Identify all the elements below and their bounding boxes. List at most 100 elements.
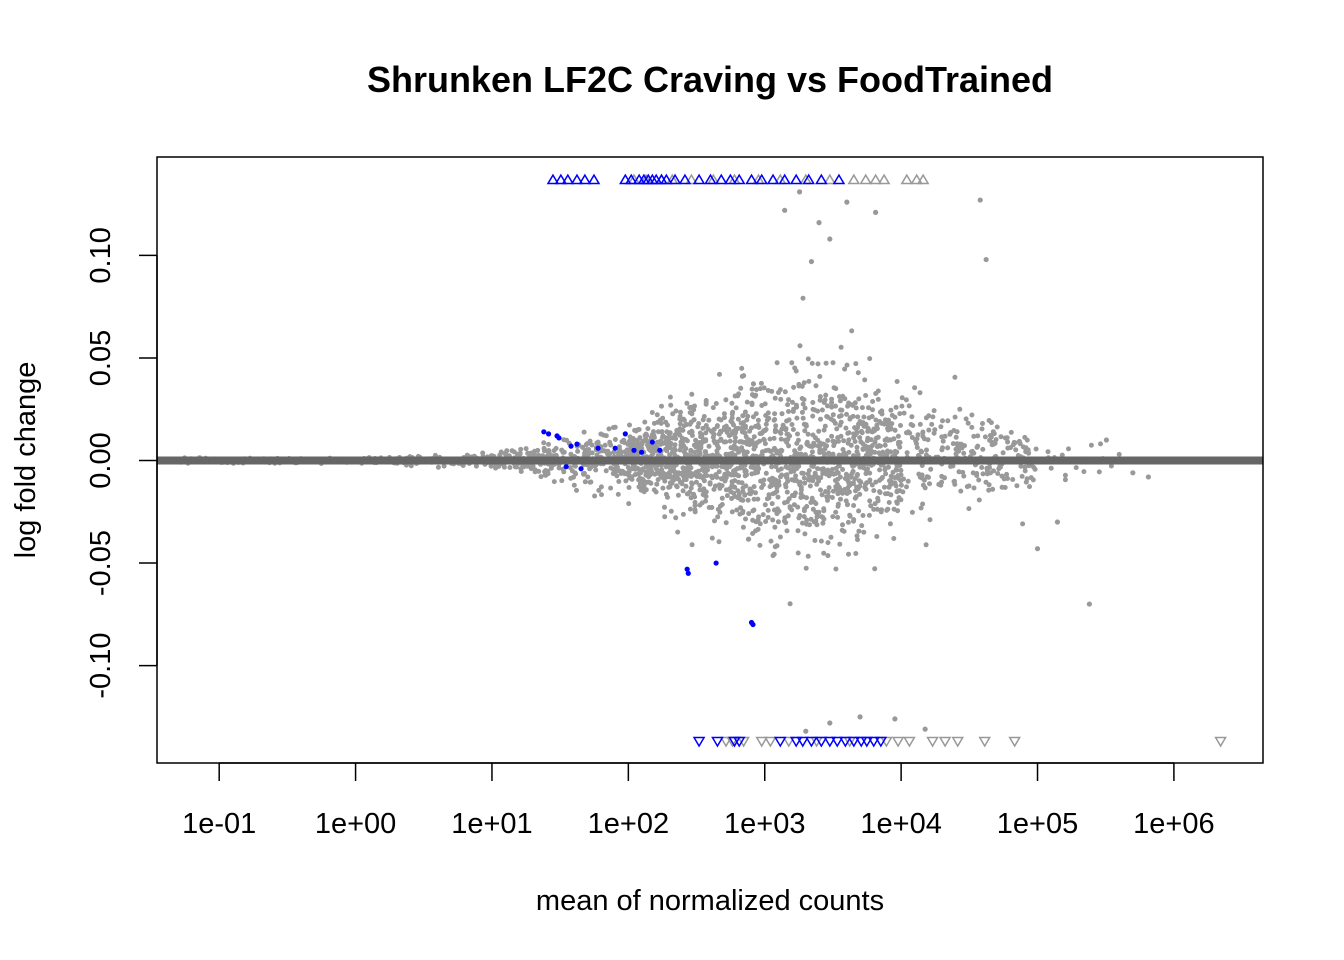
significant-point	[684, 566, 690, 572]
clipped-down-gray	[764, 736, 777, 748]
clipped-up-blue	[578, 173, 592, 185]
clipped-up-blue	[815, 173, 828, 185]
x-tick-label: 1e+01	[451, 808, 532, 840]
significant-point	[657, 447, 663, 453]
gray-point	[1034, 546, 1041, 552]
y-tick-label: 0.10	[85, 227, 117, 283]
significant-point	[563, 464, 569, 470]
clipped-up-gray	[916, 173, 930, 185]
significant-point	[595, 445, 601, 451]
gray-point	[796, 189, 803, 195]
clipped-down-blue	[839, 736, 852, 748]
gray-point	[1130, 470, 1136, 476]
clipped-down-gray	[951, 736, 965, 748]
x-axis: 1e-01 1e+00 1e+01 1e+02 1e+03 1e+04 1e+05 1e+06	[182, 762, 1215, 840]
significant-point	[612, 445, 618, 451]
gray-point	[977, 197, 983, 203]
clipped-up-blue	[704, 173, 717, 185]
clipped-up-blue	[802, 173, 815, 185]
clipped-up-blue	[570, 173, 584, 185]
significant-point	[638, 449, 645, 455]
clipped-up-blue	[755, 173, 769, 185]
clipped-up-blue	[619, 173, 632, 185]
y-axis-label: log fold change	[10, 362, 42, 559]
gray-point	[1086, 601, 1092, 607]
y-axis: -0.10 -0.05 0.00 0.05 0.10	[85, 227, 158, 699]
y-tick-label: -0.05	[85, 530, 117, 596]
gray-point	[782, 207, 788, 213]
clipped-down-gray	[938, 736, 952, 748]
clipped-up-blue	[714, 173, 728, 185]
clipped-up-blue	[692, 173, 706, 185]
clipped-down-blue	[847, 736, 861, 748]
x-tick-label: 1e+05	[997, 808, 1078, 840]
clipped-up-blue	[745, 173, 758, 185]
clipped-up-blue	[587, 173, 601, 185]
significant-point	[578, 466, 584, 472]
clipped-up-gray	[910, 173, 923, 185]
clipped-down-gray	[926, 736, 939, 748]
clipped-down-blue	[830, 736, 844, 748]
clipped-up-blue	[660, 173, 673, 185]
clipped-up-gray	[823, 173, 837, 185]
x-tick-label: 1e-01	[182, 808, 256, 840]
point-cloud	[178, 189, 1151, 734]
significant-point	[568, 443, 574, 449]
gray-point	[1054, 519, 1061, 525]
clipped-up-gray	[847, 173, 861, 185]
y-tick-label: 0.00	[85, 432, 117, 488]
significant-points	[541, 429, 756, 628]
x-tick-label: 1e+04	[860, 808, 941, 840]
significant-point	[713, 560, 719, 566]
clipped-down-blue	[732, 736, 746, 748]
clipped-down-blue	[867, 736, 881, 748]
clipped-up-blue	[832, 173, 846, 185]
clipped-up-gray	[685, 173, 698, 185]
clipped-down-blue	[815, 736, 828, 748]
gray-point	[844, 199, 850, 205]
clipped-down-gray	[978, 736, 992, 748]
clipped-down-blue	[692, 736, 706, 748]
significant-point	[631, 447, 637, 453]
clipped-up-blue	[546, 173, 560, 185]
clipped-up-gray	[877, 173, 891, 185]
significant-point	[545, 431, 552, 437]
clipped-up-blue	[561, 173, 575, 185]
clipped-up-blue	[732, 173, 746, 185]
gray-point	[1103, 437, 1110, 443]
clipped-up-blue	[724, 173, 737, 185]
gray-point	[857, 714, 863, 720]
gray-point	[892, 716, 898, 722]
y-tick-label: 0.05	[85, 330, 117, 386]
gray-point	[803, 728, 809, 734]
clipped-down-blue	[823, 736, 837, 748]
clipped-up-gray	[900, 173, 914, 185]
clipped-up-gray	[869, 173, 882, 185]
clipped-down-gray	[891, 736, 905, 748]
clipped-up-blue	[624, 173, 638, 185]
x-tick-label: 1e+02	[588, 808, 669, 840]
clipped-up-blue	[678, 173, 692, 185]
clipped-down-blue	[860, 736, 874, 748]
clipped-down-blue	[711, 736, 724, 748]
significant-point	[541, 429, 547, 435]
gray-point	[808, 258, 815, 265]
significant-point	[574, 441, 580, 447]
significant-point	[556, 435, 562, 441]
significant-point	[649, 439, 655, 445]
clipped-up-blue	[554, 173, 568, 185]
gray-point	[816, 220, 822, 226]
clipped-down-gray	[1008, 736, 1021, 748]
x-tick-label: 1e+06	[1133, 808, 1214, 840]
clipped-down-gray	[782, 736, 796, 748]
clipped-down-gray	[903, 736, 916, 748]
clipped-down-blue	[874, 736, 888, 748]
clipped-down-gray	[1214, 736, 1227, 748]
clipped-down-blue	[796, 736, 810, 748]
x-tick-label: 1e+00	[315, 808, 396, 840]
y-tick-label: -0.10	[85, 633, 117, 699]
chart-title: Shrunken LF2C Craving vs FoodTrained	[367, 59, 1053, 100]
clipped-down-gray	[755, 736, 769, 748]
clipped-down-blue	[773, 736, 787, 748]
